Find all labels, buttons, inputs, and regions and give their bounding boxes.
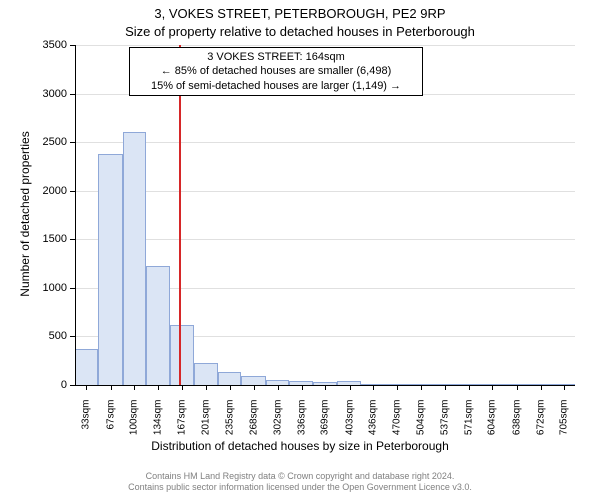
y-tick-label: 1000 (27, 282, 67, 294)
footer-line-2: Contains public sector information licen… (0, 482, 600, 494)
y-tick-label: 1500 (27, 233, 67, 245)
bar (194, 363, 218, 385)
bar (123, 132, 146, 385)
marker-line (179, 45, 181, 385)
plot-area: 050010001500200025003000350033sqm67sqm10… (75, 45, 575, 385)
y-tick-label: 0 (27, 379, 67, 391)
y-gridline (75, 142, 575, 143)
bar (241, 376, 265, 385)
y-gridline (75, 239, 575, 240)
bar (218, 372, 241, 385)
footer-line-1: Contains HM Land Registry data © Crown c… (0, 471, 600, 483)
bar (75, 349, 98, 385)
y-tick-label: 2500 (27, 136, 67, 148)
title-line-1: 3, VOKES STREET, PETERBOROUGH, PE2 9RP (0, 6, 600, 21)
y-axis-line (75, 45, 76, 385)
info-line-2: ← 85% of detached houses are smaller (6,… (136, 64, 416, 78)
y-gridline (75, 45, 575, 46)
x-axis-line (75, 385, 575, 386)
y-axis-label: Number of detached properties (18, 54, 32, 374)
bar (146, 266, 170, 385)
y-tick-label: 500 (27, 330, 67, 342)
y-tick-label: 2000 (27, 185, 67, 197)
info-line-3: 15% of semi-detached houses are larger (… (136, 79, 416, 93)
bar (98, 154, 122, 385)
y-tick-label: 3000 (27, 88, 67, 100)
title-line-2: Size of property relative to detached ho… (0, 24, 600, 39)
y-tick-label: 3500 (27, 39, 67, 51)
bar (170, 325, 193, 385)
chart-container: 3, VOKES STREET, PETERBOROUGH, PE2 9RP S… (0, 0, 600, 500)
footer: Contains HM Land Registry data © Crown c… (0, 471, 600, 494)
info-box: 3 VOKES STREET: 164sqm ← 85% of detached… (129, 47, 423, 96)
x-axis-label: Distribution of detached houses by size … (0, 439, 600, 453)
y-gridline (75, 191, 575, 192)
info-line-1: 3 VOKES STREET: 164sqm (136, 50, 416, 64)
